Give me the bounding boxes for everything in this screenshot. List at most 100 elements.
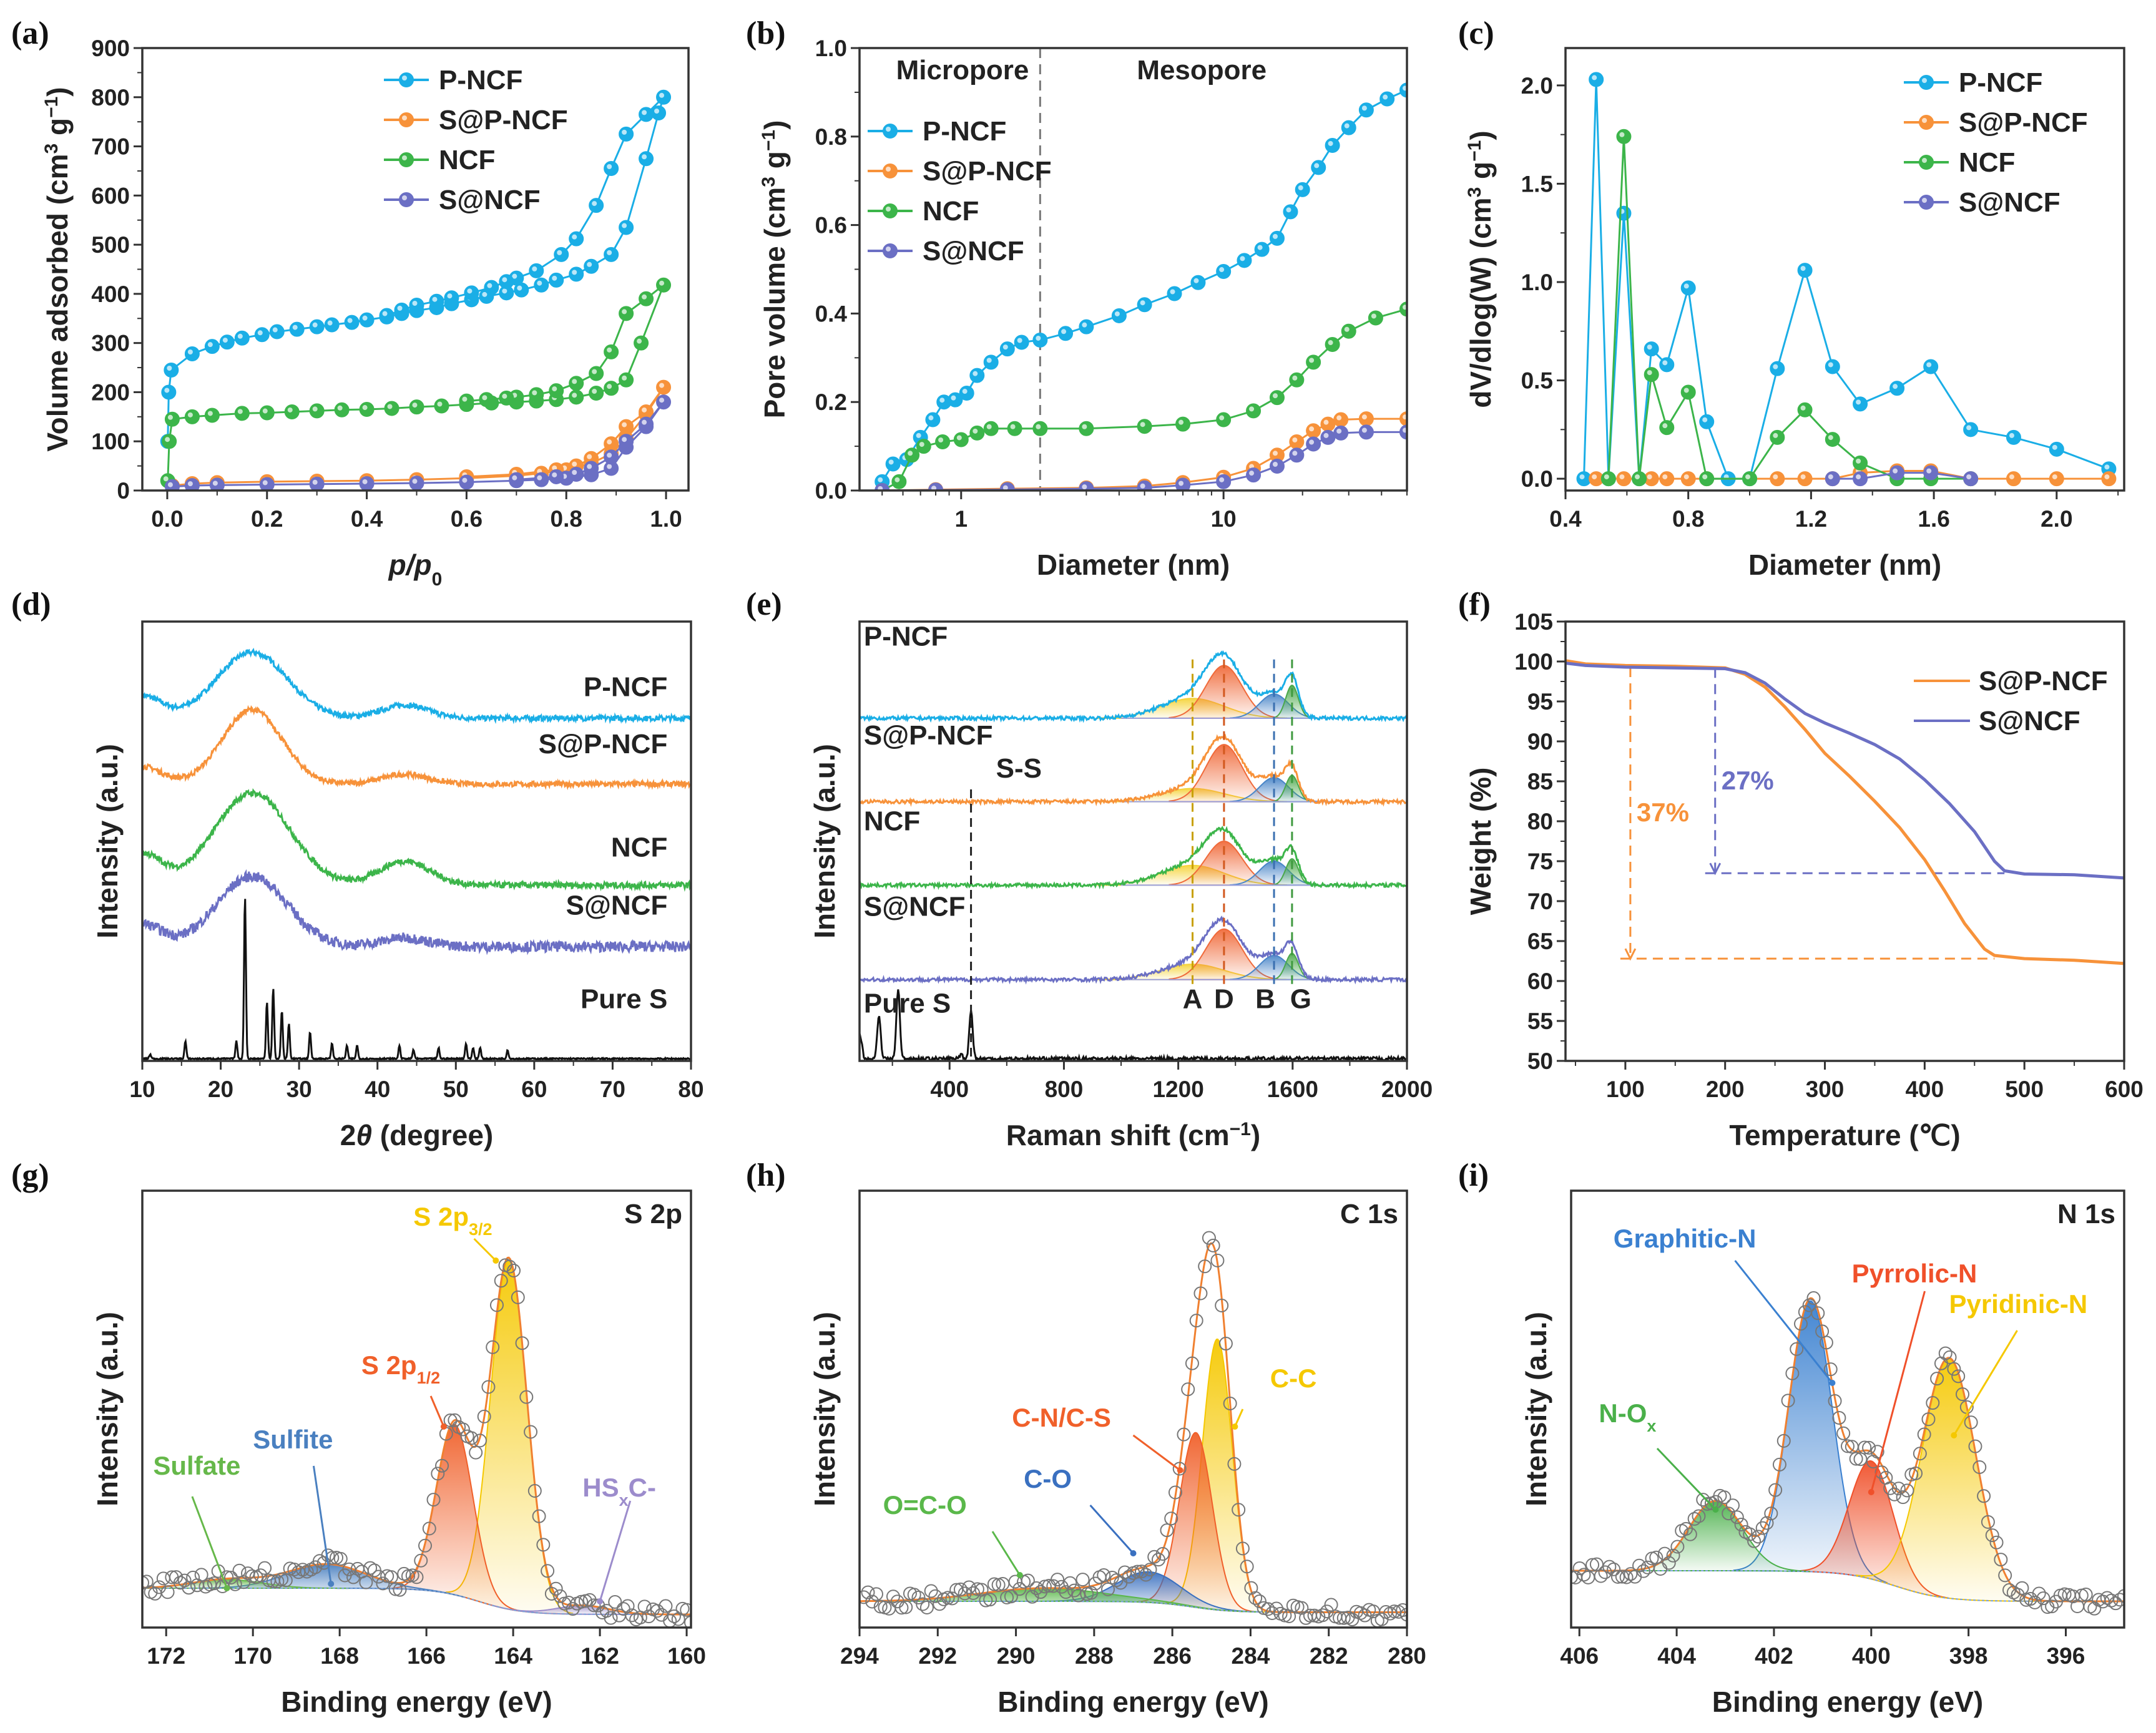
data-point bbox=[1341, 323, 1356, 339]
data-point bbox=[509, 472, 524, 487]
y-tick-label: 55 bbox=[1527, 1008, 1553, 1034]
data-point bbox=[569, 266, 584, 282]
marker-highlight bbox=[1773, 474, 1778, 480]
data-point bbox=[1680, 384, 1696, 400]
plot-area bbox=[860, 650, 1407, 1061]
data-point bbox=[1923, 465, 1939, 481]
marker-highlight bbox=[552, 386, 557, 392]
data-point bbox=[554, 247, 569, 262]
marker-highlight bbox=[1309, 439, 1315, 445]
legend-item: NCF bbox=[868, 196, 979, 227]
marker-highlight bbox=[939, 398, 945, 403]
data-point bbox=[1680, 471, 1696, 487]
data-point bbox=[452, 1420, 466, 1434]
data-point bbox=[489, 1298, 504, 1312]
component-label: O=C-O bbox=[883, 1490, 967, 1520]
data-point bbox=[2117, 1589, 2124, 1603]
fit-component-G bbox=[1272, 685, 1312, 719]
data-point bbox=[1320, 1604, 1334, 1619]
marker-highlight bbox=[894, 477, 900, 482]
data-point bbox=[1216, 412, 1232, 427]
marker-highlight bbox=[1647, 344, 1652, 350]
data-point bbox=[999, 341, 1015, 357]
data-point bbox=[860, 1590, 871, 1604]
y-tick-label: 65 bbox=[1527, 929, 1553, 954]
x-axis-label: Diameter (nm) bbox=[1748, 549, 1941, 581]
x-tick-label: 280 bbox=[1388, 1643, 1426, 1669]
x-tick-label: 0.4 bbox=[1549, 506, 1582, 532]
marker-highlight bbox=[1828, 362, 1833, 368]
marker-highlight bbox=[1002, 485, 1008, 491]
data-point bbox=[477, 1409, 491, 1423]
x-tick-label: 100 bbox=[1606, 1076, 1645, 1102]
data-point bbox=[1585, 1558, 1600, 1572]
data-point bbox=[983, 421, 999, 436]
label-part: θ bbox=[356, 1119, 372, 1151]
data-point bbox=[933, 1597, 947, 1611]
marker-highlight bbox=[1178, 481, 1184, 486]
data-point bbox=[891, 474, 907, 489]
marker-highlight bbox=[1314, 163, 1320, 168]
marker-highlight bbox=[502, 288, 507, 294]
data-point bbox=[904, 447, 920, 463]
series-label: Pure S bbox=[864, 989, 951, 1019]
label-part: p/p bbox=[388, 549, 432, 581]
marker-highlight bbox=[1383, 94, 1388, 100]
marker-highlight bbox=[654, 108, 660, 114]
legend-label: NCF bbox=[1959, 147, 2015, 178]
data-point bbox=[1014, 334, 1029, 350]
x-tick-label: 170 bbox=[233, 1643, 272, 1669]
x-tick-label: 300 bbox=[1806, 1076, 1845, 1102]
data-point bbox=[620, 1599, 635, 1613]
y-tick-label: 600 bbox=[91, 183, 130, 208]
data-point bbox=[1252, 1594, 1267, 1608]
data-point bbox=[409, 298, 424, 313]
x-tick-label: 284 bbox=[1232, 1643, 1270, 1669]
data-point bbox=[1137, 297, 1152, 313]
data-point bbox=[1307, 1608, 1321, 1623]
data-point bbox=[1836, 1426, 1851, 1440]
data-point bbox=[549, 383, 564, 399]
label-part: Intensity (a.u.) bbox=[808, 744, 841, 939]
data-point bbox=[1379, 91, 1395, 107]
label-part: Pyrrolic-N bbox=[1852, 1259, 1977, 1288]
panel-label: (c) bbox=[1458, 16, 1494, 51]
marker-highlight bbox=[886, 127, 891, 132]
marker-highlight bbox=[2052, 444, 2057, 450]
data-point bbox=[1333, 412, 1349, 427]
data-point bbox=[486, 1340, 500, 1354]
marker-highlight bbox=[1298, 185, 1303, 190]
micropore-label: Micropore bbox=[896, 55, 1029, 85]
data-point bbox=[1704, 1496, 1718, 1510]
label-part: N-O bbox=[1599, 1399, 1647, 1428]
legend-item: S@P-NCF bbox=[1914, 666, 2108, 696]
marker-highlight bbox=[1592, 474, 1597, 480]
data-point bbox=[1237, 253, 1252, 268]
data-point bbox=[330, 1551, 344, 1565]
marker-highlight bbox=[916, 432, 921, 438]
x-tick-label: 10 bbox=[1211, 506, 1237, 532]
data-point bbox=[161, 384, 177, 400]
marker-highlight bbox=[1773, 364, 1778, 369]
plot-frame bbox=[858, 1189, 1408, 1629]
data-point bbox=[873, 1599, 888, 1614]
data-point bbox=[1853, 471, 1868, 487]
marker-highlight bbox=[502, 277, 507, 283]
data-point bbox=[619, 306, 634, 321]
marker-highlight bbox=[1361, 414, 1367, 420]
component-label: HSxC- bbox=[582, 1473, 656, 1510]
data-point bbox=[935, 434, 951, 450]
data-point bbox=[883, 243, 898, 258]
marker-highlight bbox=[1662, 474, 1668, 480]
marker-highlight bbox=[1344, 123, 1350, 129]
marker-highlight bbox=[878, 477, 883, 482]
label-part: Weight (%) bbox=[1464, 768, 1497, 915]
marker-highlight bbox=[607, 439, 612, 445]
data-point bbox=[1870, 1445, 1884, 1459]
marker-highlight bbox=[1683, 283, 1689, 289]
marker-highlight bbox=[347, 318, 353, 323]
data-point bbox=[1306, 423, 1321, 439]
data-point bbox=[1798, 1305, 1812, 1319]
data-point bbox=[499, 390, 514, 406]
